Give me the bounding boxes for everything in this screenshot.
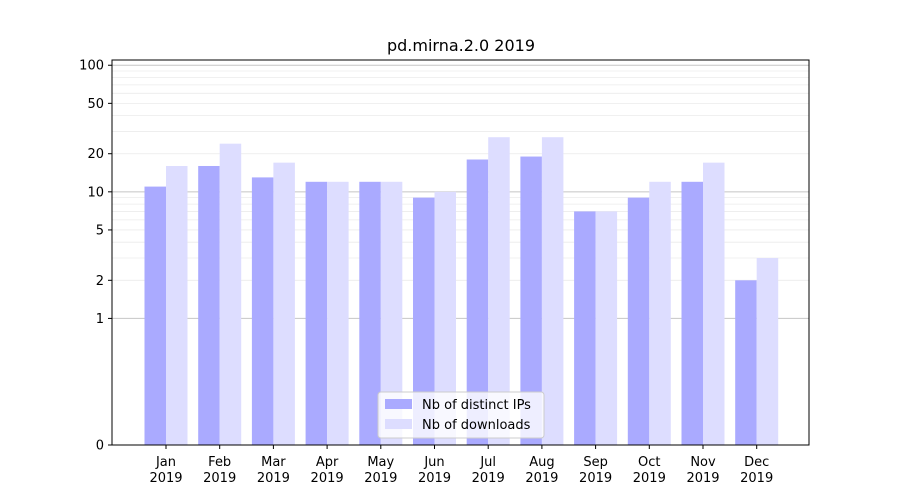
bars [144,137,779,446]
y-tick-label: 100 [79,59,104,74]
bar-distinct-ips [520,156,542,446]
x-tick-label: Jan 2019 [149,455,182,486]
y-tick-label: 50 [87,97,104,112]
y-axis: 0 1 2 5 10 20 50 100 [79,59,112,454]
y-tick-label: 5 [96,223,104,238]
bar-distinct-ips [413,197,435,445]
bar-downloads [541,137,564,446]
bar-downloads [327,181,349,445]
bar-distinct-ips [627,197,650,445]
bar-downloads [380,181,403,445]
y-tick-label: 1 [96,312,104,327]
legend-swatch [385,419,412,429]
bar-distinct-ips [681,181,703,445]
bar-distinct-ips [359,181,381,445]
bar-downloads [166,165,188,446]
chart-title: pd.mirna.2.0 2019 [387,36,535,55]
bar-distinct-ips [305,181,328,445]
legend-swatch [385,399,412,409]
x-tick-label: May 2019 [364,455,397,486]
x-tick-label: Apr 2019 [311,455,344,486]
legend-box [377,391,545,439]
x-tick-label: Jul 2019 [472,455,505,486]
y-tick-label: 10 [87,185,104,200]
bar-distinct-ips [251,177,274,446]
bar-downloads [434,191,456,445]
bar-distinct-ips [466,159,489,445]
x-tick-label: Dec 2019 [740,455,773,486]
bar-downloads [756,258,779,445]
x-tick-label: Jun 2019 [418,455,451,486]
bar-distinct-ips [574,211,596,445]
bar-distinct-ips [144,186,166,446]
x-axis: Jan 2019 Feb 2019 Mar 2019 Apr 2019 May 2019 Jun 20… [149,445,773,486]
x-tick-label: Feb 2019 [203,455,236,486]
x-tick-label: Oct 2019 [633,455,666,486]
x-tick-label: Aug 2019 [525,455,558,486]
legend-label: Nb of downloads [422,418,531,433]
y-tick-label: 20 [87,147,104,162]
legend: Nb of distinct IPs Nb of downloads [377,391,545,439]
bar-distinct-ips [198,165,220,446]
bar-downloads [488,137,510,446]
bar-downloads [273,162,295,445]
x-tick-label: Nov 2019 [686,455,719,486]
legend-label: Nb of distinct IPs [422,398,531,413]
bar-downloads [595,211,618,445]
plot-frame [111,59,810,446]
x-tick-label: Mar 2019 [257,455,290,486]
bar-distinct-ips [735,280,757,445]
x-tick-label: Sep 2019 [579,455,612,486]
bar-downloads [703,162,725,445]
y-tick-label: 0 [96,439,104,454]
bar-downloads [219,143,242,445]
bar-downloads [649,181,671,445]
y-tick-label: 2 [96,274,104,289]
